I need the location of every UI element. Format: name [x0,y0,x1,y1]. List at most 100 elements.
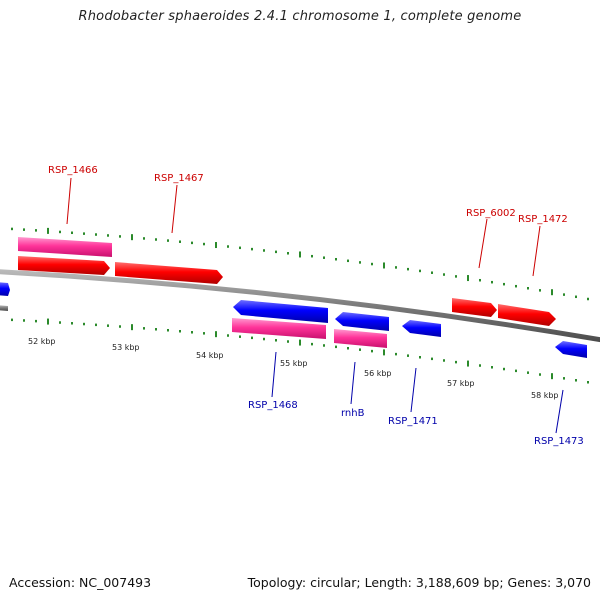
upper-tick [383,262,385,269]
upper-tick [179,240,181,243]
upper-tick [95,233,97,236]
upper-tick [263,249,265,252]
gene-arrow-rsp-1466[interactable] [18,237,112,257]
upper-tick [527,287,529,290]
lower-tick [119,325,121,328]
upper-tick [47,227,49,234]
lower-tick [95,323,97,327]
upper-tick [23,228,25,231]
lower-tick [143,327,145,330]
lower-tick [215,331,217,338]
leader-rsp-1467 [171,184,178,234]
upper-tick [419,269,421,273]
upper-tick [467,275,469,282]
lower-tick [503,367,505,371]
gene-arrow-rsp-1473[interactable] [555,341,587,358]
lower-tick [83,322,85,326]
lower-tick [59,321,61,324]
upper-tick [359,261,361,264]
lower-tick [419,355,421,359]
scale-label-54kbp: 54 kbp [196,351,224,360]
upper-tick [455,275,457,278]
lower-tick [287,340,289,343]
gene-arrow-left-edge[interactable] [0,282,10,296]
upper-tick [347,259,349,263]
scale-label-57kbp: 57 kbp [447,379,475,388]
scale-label-58kbp: 58 kbp [531,391,559,400]
upper-tick [287,252,289,255]
upper-tick [155,238,157,241]
upper-tick [479,278,481,282]
lower-tick [431,357,433,361]
lower-tick [275,339,277,342]
lower-tick [203,332,205,335]
gene-label-rsp-1467[interactable]: RSP_1467 [154,173,204,184]
gene-label-rsp-1468[interactable]: RSP_1468 [248,400,298,411]
lower-tick [407,354,409,357]
upper-tick [323,256,325,259]
lower-tick [575,379,577,382]
gene-arrow-rsp-1466b[interactable] [18,256,110,275]
lower-tick [239,335,241,338]
gene-label-rsp-1473[interactable]: RSP_1473 [534,436,584,447]
lower-tick [323,344,325,347]
lower-tick [251,336,253,340]
upper-tick [515,284,517,288]
upper-tick [395,266,397,269]
leader-rsp-1466 [66,177,72,225]
lower-tick [107,324,109,327]
upper-tick [587,297,589,301]
upper-tick [443,273,445,276]
upper-tick [83,232,85,235]
lower-tick [347,346,349,350]
upper-tick [251,247,253,251]
upper-tick [59,230,61,234]
upper-tick [551,289,553,296]
lower-tick [563,377,565,380]
upper-tick [275,250,277,254]
lower-tick [587,380,589,384]
lower-tick [371,349,373,353]
gene-arrow-rnhb[interactable] [335,312,389,331]
chromosome-backbone [0,269,600,343]
gene-arrow-rnhb-rna[interactable] [334,329,387,348]
lower-tick [179,329,181,333]
gene-arrow-rsp-1471[interactable] [402,320,441,337]
lower-tick [191,331,193,334]
gene-label-rsp-6002[interactable]: RSP_6002 [466,208,516,219]
lower-tick [167,328,169,332]
upper-tick [107,234,109,237]
gene-label-rsp-1472[interactable]: RSP_1472 [518,214,568,225]
upper-tick [407,267,409,271]
lower-tick [395,352,397,356]
gene-arrow-rsp-1468[interactable] [233,300,328,323]
upper-tick [311,254,313,258]
upper-tick [563,293,565,296]
upper-tick [503,282,505,286]
upper-tick-marks [11,227,589,301]
upper-tick [35,229,37,232]
leader-rnhb [350,361,356,405]
upper-tick [71,231,73,235]
lower-tick [539,373,541,376]
upper-tick [371,262,373,266]
upper-tick [215,242,217,249]
lower-tick [551,373,553,380]
lower-tick [467,360,469,367]
gene-arrow-rsp-1472[interactable] [498,304,556,326]
gene-label-rsp-1466[interactable]: RSP_1466 [48,165,98,176]
gene-label-rsp-1471[interactable]: RSP_1471 [388,416,438,427]
upper-tick [167,239,169,242]
lower-tick [47,318,49,325]
gene-arrow-rsp-1468-rna[interactable] [232,318,326,339]
lower-tick [479,364,481,367]
upper-tick [335,257,337,261]
lower-tick [11,318,13,322]
upper-tick [431,271,433,274]
gene-label-rnhb[interactable]: rnhB [341,408,365,419]
lower-tick [443,359,445,362]
gene-arrow-rsp-6002[interactable] [452,298,497,317]
gene-arrow-rsp-1467[interactable] [115,262,223,284]
lower-tick [155,328,157,331]
